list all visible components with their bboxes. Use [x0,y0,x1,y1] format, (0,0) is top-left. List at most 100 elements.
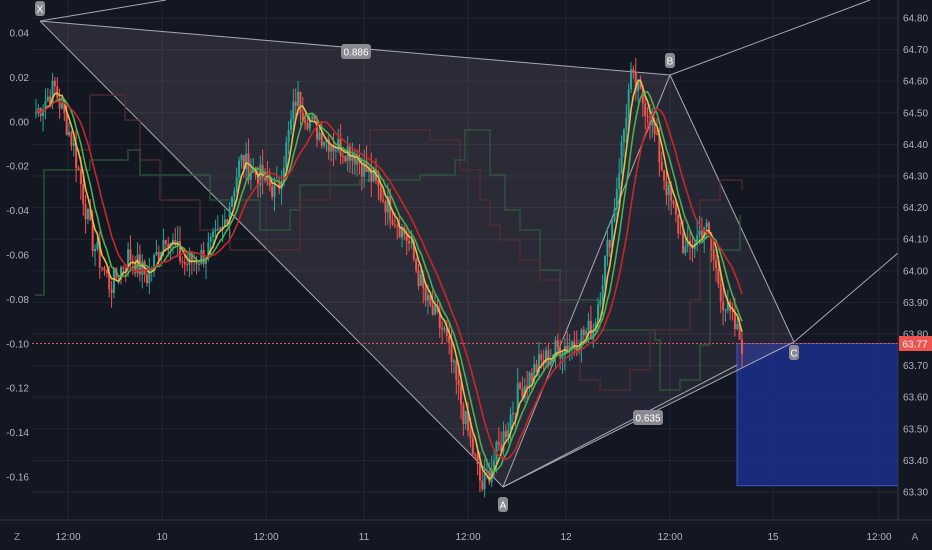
candle-body [278,181,281,190]
candle-body [474,454,477,456]
candle-body [681,233,684,254]
candle-body [655,134,658,136]
candle-body [686,240,689,247]
candle-body [382,199,385,202]
candle-body [186,264,189,266]
candle-body [268,180,271,186]
candle-body [96,242,99,250]
ratio-ac-label-bg [633,410,663,425]
point-c-label-bg [789,345,799,360]
candle-body [483,472,486,490]
candle-body [238,160,241,178]
candle-body [393,224,396,226]
point-b-label: B [667,57,674,68]
candle-body [710,234,713,251]
time-tick-label: 12:00 [455,532,480,543]
auto-scale-a-label[interactable]: A [912,532,919,543]
candle-body [240,155,243,161]
candle-body [297,92,300,106]
candle-body [698,230,701,236]
candle-body [443,328,446,330]
candle-body [693,244,696,249]
candle-body [431,304,434,315]
candle-body [568,345,571,351]
candle-body [493,460,496,469]
candle-body [429,295,432,305]
time-tick-label: 12:00 [253,532,278,543]
candle-body [419,274,422,287]
indicator-lines [35,94,743,391]
pattern-labels: X A B C 0.886 0.635 [35,1,799,512]
candle-body [259,164,262,186]
candle-body [363,161,366,177]
candle-body [306,123,309,129]
candle-body [63,103,66,114]
candle-body [422,274,425,289]
harmonic-pattern[interactable] [32,0,899,488]
left-axis[interactable]: 0.04 0.02 0.00 -0.02 -0.04 -0.06 -0.08 -0.10 -0.… [6,29,29,484]
upper-band-line [75,94,743,391]
target-zone-rect [736,342,899,487]
candle-body [242,155,245,170]
candle-body [604,256,607,285]
candle-body [235,177,238,191]
x-extension [39,0,167,22]
candle-body [606,239,609,257]
candle-body [566,345,569,351]
candle-body [523,385,526,399]
last-price-badge: 63.77 [899,336,932,351]
right-axis[interactable]: 64.80 64.70 64.60 64.50 64.40 64.30 64.20 64.10… [903,14,928,499]
point-a-label-bg [498,497,508,512]
candle-body [417,270,420,287]
timezone-z-label[interactable]: Z [14,532,20,543]
grid-lines [32,0,898,520]
candle-body [601,284,604,301]
candle-body [197,263,200,265]
left-tick-label: -0.08 [6,295,29,306]
candle-body [545,350,548,364]
candle-body [540,354,543,360]
b-extension [669,0,871,76]
candle-body [301,112,304,121]
candle-body [202,249,205,264]
left-tick-label: 0.00 [10,117,30,128]
candle-body [644,103,647,116]
candle-body [408,240,411,244]
candle-body [389,195,392,221]
candle-body [462,404,465,424]
candle-body [214,229,217,232]
candle-body [351,153,354,161]
candle-body [415,259,418,271]
time-axis[interactable]: 12:00 10 12:00 11 12:00 12 12:00 15 12:00 [55,532,891,543]
candle-body [587,320,590,332]
right-tick-label: 64.10 [903,235,928,246]
right-tick-label: 63.70 [903,361,928,372]
candle-body [290,118,293,131]
candle-body [511,413,514,415]
candle-body [308,119,311,129]
c-extension [793,252,899,343]
right-tick-label: 64.00 [903,266,928,277]
candle-body [174,240,177,245]
candle-body [233,190,236,197]
candle-body [703,227,706,238]
candle-body [219,228,222,230]
candle-body [103,267,106,271]
candle-body [452,360,455,362]
candle-body [145,274,148,284]
candle-body [658,134,661,163]
candle-body [294,101,297,106]
candle-body [441,327,444,330]
candle-body [183,262,186,265]
candle-body [136,254,139,274]
candle-body [646,115,649,118]
candle-body [625,117,628,130]
right-axis-panel [898,0,932,520]
candle-body [719,283,722,302]
right-tick-label: 64.50 [903,108,928,119]
candle-body [712,250,715,261]
candle-body [526,385,529,388]
candle-body [667,184,670,196]
candle-body [516,383,519,414]
